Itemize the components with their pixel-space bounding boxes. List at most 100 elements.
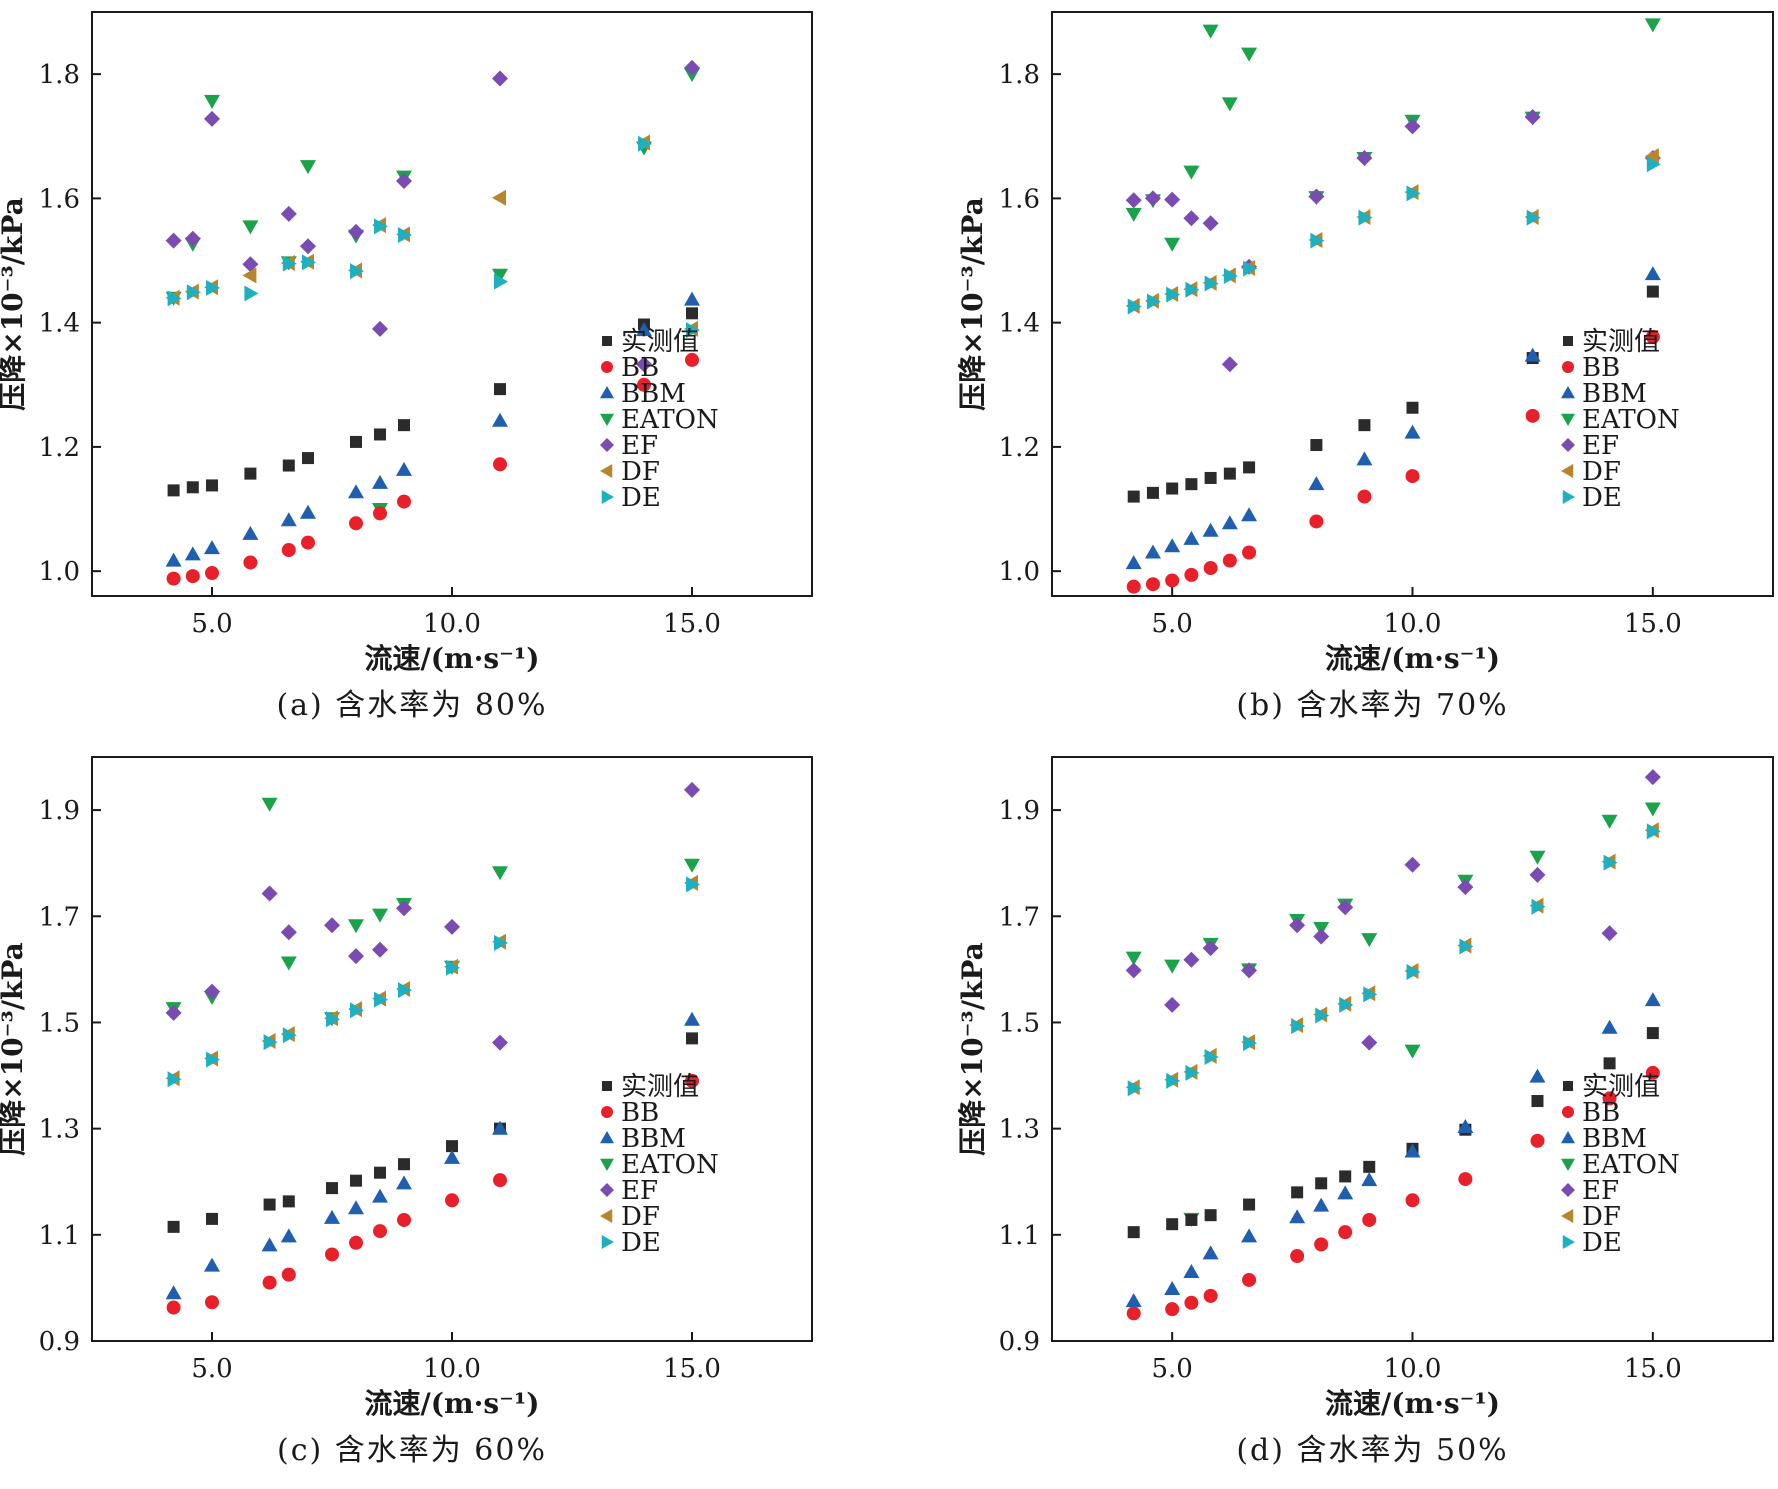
data-point-实测值 xyxy=(1363,1160,1376,1173)
data-point-BB xyxy=(1203,1288,1218,1303)
legend-marker-EATON xyxy=(600,1158,614,1171)
data-point-BBM xyxy=(1164,1280,1181,1295)
data-point-EF xyxy=(1183,951,1200,968)
plot-frame xyxy=(91,756,813,1342)
data-point-实测值 xyxy=(686,307,698,320)
y-tick-label: 1.8 xyxy=(999,60,1040,90)
data-point-BB xyxy=(1405,469,1420,484)
data-point-实测值 xyxy=(302,452,314,465)
data-point-DE xyxy=(263,1034,278,1051)
data-point-BB xyxy=(281,543,296,558)
y-tick-label: 1.9 xyxy=(39,796,80,826)
legend-label: DF xyxy=(1582,1202,1621,1232)
data-point-EF xyxy=(1361,1034,1378,1051)
panel-caption: (b) 含水率为 70% xyxy=(1236,688,1508,723)
legend-marker-BBM xyxy=(600,386,614,399)
x-tick-label: 15.0 xyxy=(663,609,721,639)
y-tick-label: 1.9 xyxy=(999,796,1040,826)
data-point-DE xyxy=(374,218,388,235)
legend-marker-DF xyxy=(600,464,613,478)
x-tick-label: 10.0 xyxy=(1384,1354,1442,1384)
legend-marker-BB xyxy=(1562,361,1574,373)
plot-frame xyxy=(91,11,813,597)
data-point-DE xyxy=(350,263,364,280)
x-tick-label: 5.0 xyxy=(1151,609,1192,639)
data-point-实测值 xyxy=(1406,401,1419,414)
data-point-EF xyxy=(1404,118,1421,135)
data-point-BB xyxy=(205,566,219,581)
data-point-BBM xyxy=(1241,507,1258,522)
data-point-DE xyxy=(398,227,412,244)
data-point-DE xyxy=(638,135,652,152)
data-point-BB xyxy=(637,377,651,392)
data-point-EF xyxy=(280,205,297,222)
data-point-DE xyxy=(1406,964,1421,981)
data-point-EATON xyxy=(1404,1044,1421,1059)
data-point-DE xyxy=(1223,268,1238,285)
data-point-EATON xyxy=(1183,165,1200,180)
data-point-BBM xyxy=(1337,1185,1354,1200)
y-tick-label: 1.6 xyxy=(39,184,80,214)
data-point-BBM xyxy=(684,291,700,306)
data-point-BB xyxy=(685,352,699,367)
data-point-BBM xyxy=(1313,1197,1330,1212)
data-point-BB xyxy=(1290,1249,1305,1264)
data-point-实测值 xyxy=(1646,285,1659,298)
data-point-实测值 xyxy=(186,481,199,494)
plot-frame xyxy=(1051,11,1774,597)
x-tick-label: 15.0 xyxy=(663,1354,721,1384)
data-point-DE xyxy=(1358,209,1373,226)
data-point-EATON xyxy=(1241,47,1258,62)
legend-marker-实测值 xyxy=(602,336,612,346)
legend-label: BB xyxy=(621,353,659,383)
data-point-DE xyxy=(1243,1035,1258,1052)
data-point-BBM xyxy=(1202,1245,1219,1260)
x-tick-label: 5.0 xyxy=(1151,1354,1192,1384)
data-point-实测值 xyxy=(494,383,506,396)
data-point-EATON xyxy=(1164,959,1181,974)
data-point-DE xyxy=(1204,1048,1219,1065)
legend-label: EATON xyxy=(621,1150,719,1180)
y-tick-label: 1.2 xyxy=(999,433,1040,463)
data-point-BBM xyxy=(684,1011,700,1026)
y-tick-label: 1.1 xyxy=(999,1221,1040,1251)
data-point-DE xyxy=(1310,232,1325,249)
legend-marker-BB xyxy=(601,1106,613,1118)
data-point-BB xyxy=(349,1235,363,1250)
data-point-BB xyxy=(1203,561,1218,576)
data-point-BBM xyxy=(1644,992,1661,1007)
data-point-实测值 xyxy=(350,435,362,448)
legend-marker-EF xyxy=(600,1183,614,1197)
data-point-DE xyxy=(206,279,220,296)
x-tick-label: 10.0 xyxy=(1384,609,1442,639)
data-point-BBM xyxy=(444,1149,460,1164)
data-point-实测值 xyxy=(686,1032,698,1045)
data-point-BBM xyxy=(1404,1143,1421,1158)
data-point-BBM xyxy=(636,322,652,337)
data-point-BB xyxy=(1530,1133,1545,1148)
data-point-EF xyxy=(324,917,340,934)
chart-panel-4: 0.9 1.1 1.3 1.5 1.7 1.9 5.0 10.0 15.0 流速/(m·s⁻¹) 压… xyxy=(956,756,1774,1468)
data-point-EF xyxy=(1644,769,1661,786)
data-point-EF xyxy=(1164,996,1181,1013)
data-point-BBM xyxy=(280,512,297,527)
panel-caption: (d) 含水率为 50% xyxy=(1236,1433,1508,1468)
data-point-BB xyxy=(373,506,387,521)
data-point-DE xyxy=(686,322,700,339)
data-point-DE xyxy=(302,254,316,271)
data-point-BB xyxy=(1309,514,1324,529)
data-point-EF xyxy=(1289,917,1306,934)
data-point-EF xyxy=(1221,356,1238,373)
y-tick-label: 1.0 xyxy=(39,557,80,587)
data-point-BB xyxy=(1602,1091,1617,1106)
data-point-EATON xyxy=(372,908,388,923)
data-point-BB xyxy=(166,571,181,586)
data-point-EF xyxy=(1202,940,1219,957)
data-point-BBM xyxy=(1356,451,1373,466)
data-point-DF xyxy=(1644,148,1659,165)
data-point-BB xyxy=(1165,573,1180,588)
legend-marker-DE xyxy=(601,490,614,504)
legend-label: EF xyxy=(1582,1176,1619,1206)
